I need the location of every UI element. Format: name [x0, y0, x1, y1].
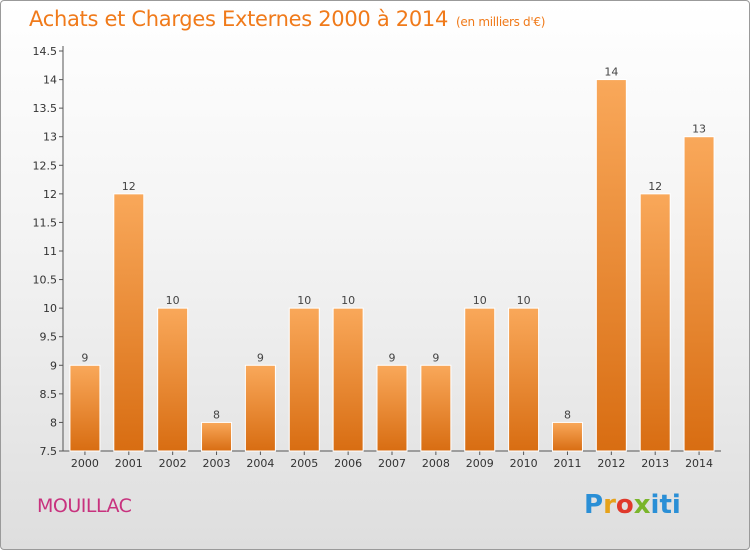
chart-axes: 7.5 8 8.5 9 9.5 10 10.5 11 11.5 12 12.5 13 13.5 14 14.… [33, 45, 721, 458]
bar-value-label: 8 [213, 408, 220, 421]
bar-value-label: 13 [692, 123, 706, 136]
bar-2014 [683, 136, 715, 452]
bar-value-label: 14 [604, 66, 618, 79]
x-tick-label: 2012 [597, 457, 625, 470]
x-tick-label: 2014 [685, 457, 713, 470]
bar-2013 [639, 193, 671, 452]
chart-title-text: Achats et Charges Externes 2000 à 2014 [29, 7, 449, 31]
bar-2006 [332, 307, 364, 452]
chart-title: Achats et Charges Externes 2000 à 2014 (e… [29, 7, 545, 31]
y-tick-label: 12.5 [33, 159, 58, 172]
town-name: MOUILLAC [37, 495, 132, 517]
chart-labels: 2000 9 2001 12 2002 10 2003 8 2004 9 2005 10 2006 10 2… [71, 66, 713, 470]
bar-2009 [464, 307, 496, 452]
bar-value-label: 12 [648, 180, 662, 193]
x-tick-label: 2004 [246, 457, 274, 470]
y-tick-label: 7.5 [40, 445, 58, 458]
bar-value-label: 10 [517, 294, 531, 307]
x-tick-label: 2003 [203, 457, 231, 470]
bar-2002 [157, 307, 189, 452]
y-tick-label: 13 [43, 131, 57, 144]
y-tick-label: 9 [50, 359, 57, 372]
x-tick-label: 2005 [290, 457, 318, 470]
bar-2008 [420, 364, 452, 452]
y-tick-label: 14.5 [33, 45, 58, 58]
y-tick-label: 9.5 [40, 331, 58, 344]
y-tick-label: 14 [43, 74, 57, 87]
x-tick-label: 2006 [334, 457, 362, 470]
y-tick-label: 8 [50, 416, 57, 429]
bar-value-label: 9 [81, 351, 88, 364]
bar-value-label: 10 [341, 294, 355, 307]
bar-2004 [244, 364, 276, 452]
bar-2003 [201, 421, 233, 452]
y-tick-label: 11 [43, 245, 57, 258]
bar-value-label: 10 [166, 294, 180, 307]
bar-value-label: 9 [432, 351, 439, 364]
bar-value-label: 10 [297, 294, 311, 307]
y-tick-label: 12 [43, 188, 57, 201]
y-tick-label: 10 [43, 302, 57, 315]
chart-bars [69, 79, 715, 452]
bar-value-label: 10 [473, 294, 487, 307]
x-tick-label: 2002 [159, 457, 187, 470]
x-tick-label: 2010 [510, 457, 538, 470]
bar-2007 [376, 364, 408, 452]
bar-2011 [551, 421, 583, 452]
bar-value-label: 9 [257, 351, 264, 364]
x-tick-label: 2001 [115, 457, 143, 470]
bar-2012 [595, 79, 627, 452]
x-tick-label: 2013 [641, 457, 669, 470]
y-tick-label: 8.5 [40, 388, 58, 401]
chart-unit: (en milliers d'€) [456, 15, 546, 29]
bar-2010 [508, 307, 540, 452]
y-tick-label: 13.5 [33, 102, 58, 115]
x-tick-label: 2011 [553, 457, 581, 470]
bar-value-label: 12 [122, 180, 136, 193]
x-tick-label: 2009 [466, 457, 494, 470]
proxiti-logo[interactable]: Proxiti [584, 490, 681, 520]
y-tick-label: 10.5 [33, 274, 58, 287]
bar-2001 [113, 193, 145, 452]
bar-value-label: 9 [389, 351, 396, 364]
x-tick-label: 2008 [422, 457, 450, 470]
y-tick-label: 11.5 [33, 216, 58, 229]
bar-2000 [69, 364, 101, 452]
x-tick-label: 2000 [71, 457, 99, 470]
x-tick-label: 2007 [378, 457, 406, 470]
bar-value-label: 8 [564, 408, 571, 421]
bar-2005 [288, 307, 320, 452]
